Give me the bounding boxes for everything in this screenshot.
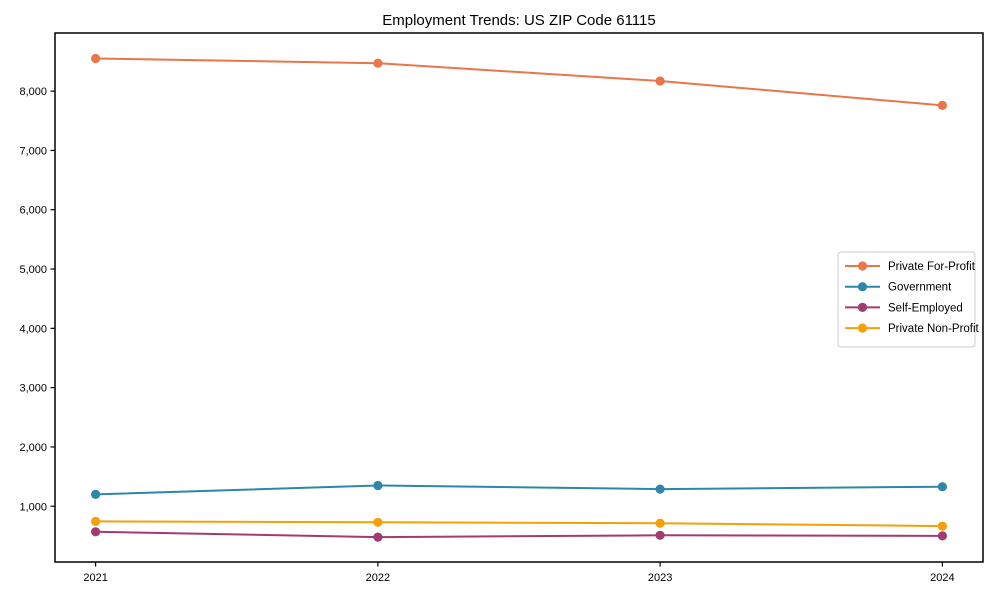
series-line-self-employed [94, 530, 944, 539]
data-point-private-for-profit-2023 [655, 76, 665, 86]
legend: Private For-Profit Government Self-Employe… [837, 251, 980, 348]
data-point-government-2022 [373, 480, 383, 491]
axes-spines [54, 32, 984, 563]
legend-item-label: Self-Employed [888, 302, 963, 314]
data-point-government-2024 [937, 482, 948, 492]
y-tick-label: 6,000 [19, 205, 47, 217]
x-tick-label: 2023 [648, 572, 672, 584]
data-point-government-2021 [91, 489, 101, 499]
y-tick-label: 1,000 [19, 501, 47, 513]
y-tick-label: 5,000 [19, 264, 47, 276]
y-tick-label: 3,000 [19, 383, 47, 395]
data-point-private-non-profit-2022 [373, 517, 383, 527]
data-point-government-2023 [655, 484, 665, 494]
data-point-private-non-profit-2021 [91, 516, 101, 527]
data-point-self-employed-2023 [655, 530, 665, 540]
y-tick-label: 2,000 [19, 442, 47, 454]
data-point-self-employed-2021 [91, 527, 101, 537]
data-point-private-for-profit-2021 [91, 53, 101, 64]
series-line-government [94, 484, 944, 496]
y-tick-label: 8,000 [19, 86, 47, 98]
legend-item-label: Government [888, 282, 952, 294]
x-tick-label: 2021 [83, 572, 107, 584]
data-point-private-non-profit-2024 [937, 521, 948, 531]
legend-box [837, 251, 976, 348]
y-tick-label: 7,000 [19, 145, 47, 157]
data-point-private-for-profit-2022 [373, 58, 383, 68]
legend-item-label: Private Non-Profit [888, 323, 980, 335]
series-layer [91, 53, 948, 542]
legend-item-marker [857, 302, 868, 312]
x-tick-label: 2024 [930, 572, 954, 584]
legend-item-marker [857, 261, 868, 271]
legend-item-self-employed: Self-Employed [845, 302, 963, 314]
data-point-self-employed-2024 [937, 531, 948, 541]
axes-layer: 1,000 2,000 3,000 4,000 5,000 6,000 7,000 8,000… [19, 32, 984, 584]
y-tick-label: 4,000 [19, 323, 47, 335]
series-line-private-for-profit [94, 57, 944, 107]
data-point-private-for-profit-2024 [937, 100, 948, 110]
legend-item-marker [857, 323, 868, 333]
plot-area [55, 33, 983, 562]
chart-title: Employment Trends: US ZIP Code 61115 [382, 12, 655, 29]
legend-item-marker [857, 282, 868, 292]
legend-item-government: Government [845, 282, 952, 294]
x-tick-label: 2022 [366, 572, 390, 584]
legend-item-label: Private For-Profit [888, 261, 976, 273]
legend-item-private-for-profit: Private For-Profit [845, 261, 976, 273]
data-point-self-employed-2022 [373, 532, 383, 542]
series-line-private-non-profit [94, 520, 944, 528]
legend-item-private-non-profit: Private Non-Profit [845, 323, 980, 335]
data-point-private-non-profit-2023 [655, 518, 665, 528]
